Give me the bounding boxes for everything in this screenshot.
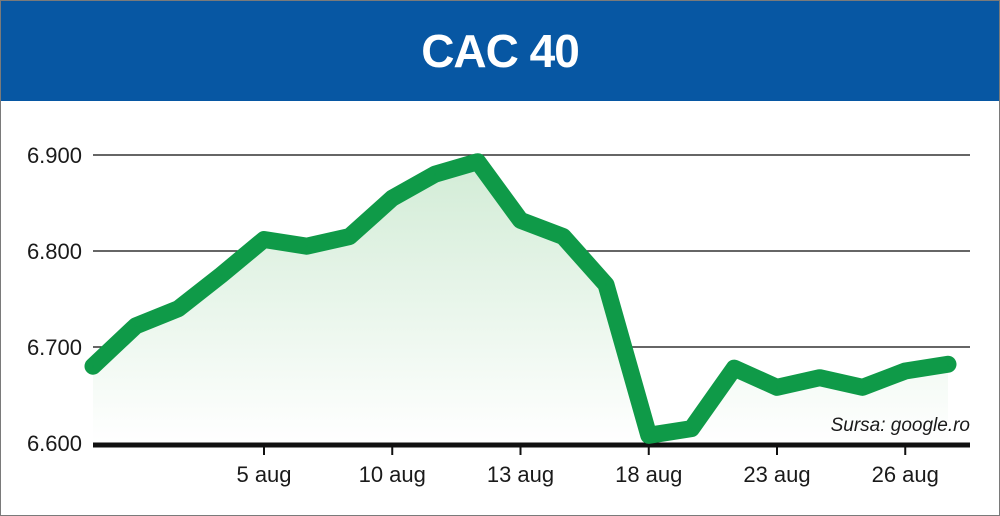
data-point [220, 274, 223, 276]
data-point [391, 197, 394, 200]
x-tick-label: 26 aug [872, 462, 939, 487]
x-tick-label: 13 aug [487, 462, 554, 487]
chart-title: CAC 40 [421, 25, 580, 77]
data-point [476, 160, 479, 163]
data-point [776, 386, 778, 389]
x-tick-label: 10 aug [359, 462, 426, 487]
area-fill [93, 161, 948, 443]
data-point [134, 324, 137, 327]
source-note: Sursa: google.ro [831, 415, 970, 436]
data-point [305, 245, 308, 248]
title-banner: CAC 40 [1, 1, 999, 101]
data-point [647, 434, 650, 437]
data-point [947, 363, 949, 366]
x-tick-label: 23 aug [743, 462, 810, 487]
data-point [348, 235, 351, 238]
data-point [434, 173, 436, 176]
x-tick-label: 5 aug [236, 462, 291, 487]
data-point [904, 370, 907, 372]
y-tick-label: 6.600 [27, 431, 82, 456]
data-point [562, 235, 565, 238]
data-point [818, 376, 821, 379]
data-point [177, 307, 180, 310]
x-tick-label: 18 aug [615, 462, 682, 487]
y-tick-label: 6.900 [27, 143, 82, 168]
y-tick-label: 6.700 [27, 335, 82, 360]
data-point [861, 386, 864, 389]
data-point [92, 365, 94, 368]
data-point [605, 283, 607, 286]
data-point [263, 238, 265, 241]
data-point [733, 367, 736, 370]
data-point [690, 427, 693, 430]
y-tick-label: 6.800 [27, 239, 82, 264]
data-point [519, 219, 522, 222]
